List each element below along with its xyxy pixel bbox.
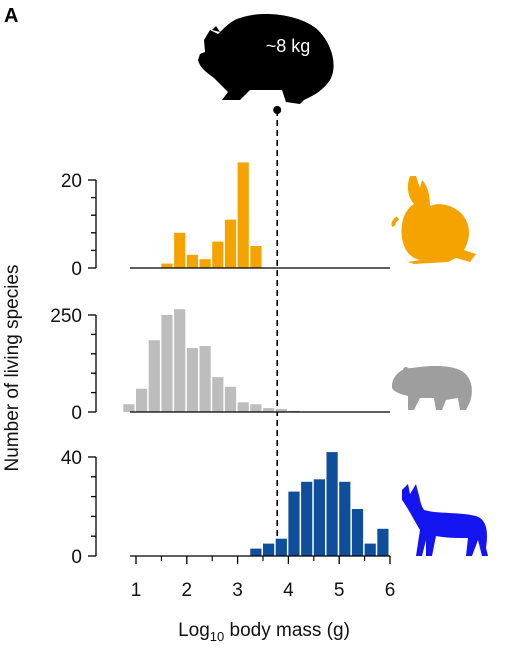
bar-middle-8 — [224, 386, 237, 412]
bar-top-7 — [250, 246, 262, 268]
deer-icon — [402, 484, 488, 556]
panel-middle: 0 250 — [50, 306, 390, 424]
histogram-panels: 0 20 0 250 0 40 1 2 3 4 5 6 — [50, 162, 395, 601]
y-tick-label-bottom-0: 0 — [71, 547, 82, 568]
reference-line-dot — [273, 106, 282, 114]
bar-top-6 — [237, 162, 249, 268]
y-tick-label-middle-1: 250 — [50, 306, 82, 327]
bar-top-4 — [212, 241, 224, 268]
hare-icon — [391, 176, 476, 264]
bar-middle-3 — [161, 315, 173, 412]
bar-middle-4 — [174, 309, 186, 412]
x-tick-label-1: 1 — [131, 580, 142, 601]
bar-bottom-10 — [377, 528, 389, 556]
bar-bottom-0 — [250, 548, 262, 556]
panel-label: A — [4, 5, 18, 27]
bar-bottom-9 — [364, 543, 376, 556]
bar-top-2 — [186, 254, 198, 268]
bar-bottom-8 — [351, 509, 364, 556]
extinct-rodent-icon — [198, 14, 334, 104]
bar-bottom-6 — [326, 452, 338, 557]
x-tick-label-4: 4 — [283, 580, 294, 601]
bar-middle-9 — [237, 402, 249, 412]
y-axis-label: Number of living species — [2, 265, 23, 472]
bar-bottom-1 — [263, 543, 275, 556]
bar-middle-2 — [148, 340, 160, 412]
bar-top-1 — [174, 232, 186, 268]
bar-bottom-5 — [313, 479, 325, 556]
y-tick-label-middle-0: 0 — [71, 403, 82, 424]
x-axis-label-rest: body mass (g) — [224, 620, 350, 641]
bar-middle-1 — [136, 388, 148, 412]
bar-middle-12 — [275, 408, 287, 412]
bar-bottom-2 — [275, 538, 287, 556]
mass-annotation: ~8 kg — [266, 36, 311, 56]
panel-bottom: 0 40 — [61, 448, 390, 568]
bar-top-3 — [199, 259, 211, 268]
bar-middle-11 — [263, 408, 275, 412]
bar-middle-10 — [250, 404, 262, 412]
y-tick-label-top-0: 0 — [71, 259, 82, 280]
bar-middle-5 — [186, 348, 198, 412]
x-tick-label-6: 6 — [385, 580, 396, 601]
panel-label-next: B — [4, 651, 18, 654]
panel-top: 0 20 — [61, 162, 390, 280]
bar-bottom-4 — [301, 481, 313, 557]
bar-bottom-3 — [288, 491, 300, 556]
x-tick-label-5: 5 — [334, 580, 345, 601]
bar-top-0 — [161, 263, 173, 268]
x-axis-label: Log10 body mass (g) — [178, 620, 350, 644]
bar-bottom-7 — [339, 481, 351, 557]
x-tick-label-2: 2 — [182, 580, 193, 601]
capybara-icon — [392, 366, 472, 410]
bar-top-5 — [224, 219, 237, 268]
bar-middle-6 — [199, 346, 211, 412]
bar-middle-0 — [123, 404, 135, 412]
x-axis-label-sub: 10 — [210, 629, 224, 644]
x-tick-label-3: 3 — [232, 580, 243, 601]
bar-middle-7 — [212, 377, 224, 412]
y-tick-label-bottom-1: 40 — [61, 448, 82, 469]
y-tick-label-top-1: 20 — [61, 171, 82, 192]
x-axis-label-log: Log — [178, 620, 210, 641]
